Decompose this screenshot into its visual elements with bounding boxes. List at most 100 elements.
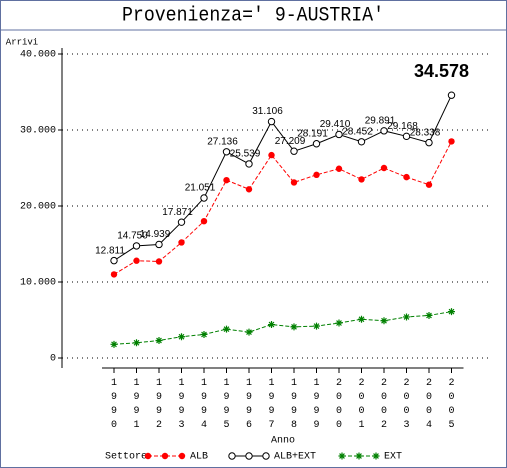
- point: [223, 325, 230, 333]
- data-label: 31.106: [252, 106, 283, 117]
- point: [178, 333, 185, 341]
- point: [133, 257, 140, 264]
- point: [335, 319, 343, 327]
- point: [268, 151, 275, 159]
- point: [335, 165, 343, 172]
- series-line: [113, 94, 452, 262]
- point: [403, 313, 410, 321]
- point: [290, 147, 298, 155]
- point: [155, 337, 163, 345]
- point: [357, 138, 366, 146]
- point: [312, 140, 321, 148]
- point: [380, 317, 388, 325]
- data-label: 28.338: [410, 127, 441, 138]
- legend-marker: [355, 452, 363, 460]
- point: [245, 186, 253, 193]
- point: [402, 132, 411, 141]
- point: [177, 218, 186, 226]
- y-axis-label: Arrivi: [6, 37, 38, 47]
- point: [425, 138, 433, 147]
- data-label: 29.410: [320, 119, 351, 130]
- series-line: [113, 141, 452, 275]
- data-label: 17.871: [162, 207, 193, 218]
- legend-item: ALB: [144, 452, 208, 463]
- y-tick-label: 0: [50, 354, 56, 365]
- data-label: 29.891: [365, 115, 396, 126]
- legend-label: EXT: [384, 452, 402, 463]
- point: [223, 176, 230, 184]
- data-label: 14.750: [117, 231, 148, 242]
- legend-marker: [245, 452, 253, 460]
- point: [380, 127, 388, 135]
- point: [313, 171, 320, 179]
- chart-title: Provenienza=' 9-AUSTRIA': [122, 4, 384, 27]
- point: [110, 271, 118, 278]
- point: [313, 322, 320, 330]
- point: [290, 179, 298, 186]
- legend-label: ALB: [190, 452, 208, 463]
- y-tick-label: 40.000: [20, 50, 56, 61]
- point: [178, 239, 185, 246]
- point: [448, 138, 455, 145]
- legend-item: ALB+EXT: [228, 452, 316, 463]
- legend-marker: [228, 452, 236, 460]
- point: [245, 328, 253, 336]
- point: [380, 164, 388, 172]
- series-line: [113, 311, 452, 345]
- data-label: 28.191: [297, 128, 328, 139]
- data-label: 27.209: [275, 136, 306, 147]
- legend-item: EXT: [338, 452, 402, 463]
- legend-marker: [144, 452, 152, 460]
- data-label: 12.811: [95, 245, 125, 256]
- legend-label: ALB+EXT: [274, 452, 316, 463]
- point: [200, 218, 208, 225]
- point: [245, 160, 253, 168]
- data-label: 34.578: [414, 61, 469, 81]
- y-tick-label: 30.000: [20, 126, 56, 137]
- point: [425, 181, 433, 188]
- point: [110, 256, 118, 265]
- legend-marker: [262, 452, 270, 460]
- point: [200, 194, 208, 202]
- data-label: 28.452: [342, 126, 373, 137]
- point: [425, 311, 433, 319]
- point: [358, 315, 365, 323]
- point: [335, 130, 343, 139]
- point: [222, 148, 231, 156]
- point: [200, 330, 208, 338]
- legend-marker: [372, 452, 380, 460]
- point: [290, 323, 298, 331]
- data-label: 25.539: [230, 149, 261, 160]
- point: [448, 308, 455, 316]
- data-label: 14.939: [140, 229, 171, 240]
- point: [132, 242, 141, 250]
- point: [447, 91, 456, 99]
- point: [403, 173, 410, 181]
- y-tick-label: 10.000: [20, 278, 56, 289]
- legend-marker: [338, 452, 346, 460]
- point: [155, 258, 163, 265]
- point: [133, 339, 140, 347]
- point: [267, 117, 276, 126]
- point: [110, 340, 118, 348]
- y-tick-label: 20.000: [20, 202, 56, 213]
- point: [358, 176, 365, 183]
- legend-marker: [161, 452, 169, 460]
- point: [268, 321, 275, 329]
